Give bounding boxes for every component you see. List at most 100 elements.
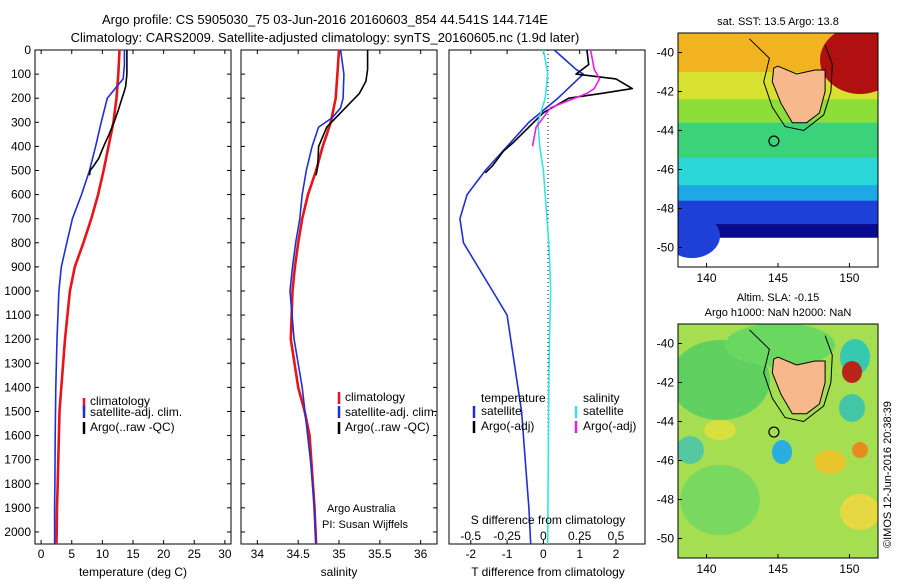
temperature-legend: climatology satellite-adj. clim. Argo(..… [82, 394, 182, 434]
x-tick-label: 5 [68, 547, 75, 561]
series-line-satellite-adj-clim [53, 50, 126, 544]
x-tick-label: 35.5 [368, 547, 392, 561]
sst-map-field [678, 33, 878, 258]
sst-map-ticks: 140 145 150 -40 -42 -44 -46 -48 -50 [657, 46, 860, 286]
depth-tick-label: 1500 [4, 404, 31, 418]
x-tick-label: -1 [502, 547, 513, 561]
difference-lines [459, 49, 634, 545]
argo-position-marker [768, 135, 780, 147]
map-x-tick-label: 150 [839, 562, 859, 576]
sla-red-eddy [842, 361, 862, 383]
map-y-tick-label: -44 [657, 415, 675, 429]
legend-label-climatology: climatology [90, 394, 150, 408]
depth-tick-label: 1900 [4, 501, 31, 515]
sla-green-region [680, 465, 760, 535]
sst-blue-patch [678, 214, 720, 258]
depth-tick-label: 1100 [5, 308, 31, 322]
x-tick-label: 25 [188, 547, 202, 561]
sla-yellow-patch [814, 450, 846, 474]
x-tick-label: 30 [218, 547, 232, 561]
map-y-tick-label: -50 [657, 241, 675, 255]
depth-tick-label: 800 [11, 236, 31, 250]
depth-tick-label: 300 [11, 115, 31, 129]
legend-title-salinity: salinity [583, 391, 620, 405]
series-line-argo-adj [484, 49, 634, 174]
s-diff-tick-label: 0.25 [568, 529, 592, 543]
difference-axes-frame [448, 49, 646, 545]
salinity-x-ticks: 34 34.5 35 35.5 36 [251, 50, 428, 561]
x-tick-label: 34 [251, 547, 265, 561]
sla-map-panel: Altim. SLA: -0.15 Argo h1000: NaN h2000:… [657, 292, 879, 576]
map-x-tick-label: 145 [768, 562, 788, 576]
series-line-satellite [537, 49, 552, 545]
map-y-tick-label: -42 [657, 376, 675, 390]
depth-tick-label: 1300 [4, 356, 31, 370]
difference-legend: temperature satellite Argo(-adj) salinit… [472, 391, 636, 433]
tasmania-contour [749, 38, 833, 132]
map-y-tick-label: -40 [657, 337, 675, 351]
annotation-pi: PI: Susan Wijffels [322, 519, 408, 531]
legend-label-t-satellite: satellite [481, 404, 522, 418]
salinity-lines [289, 49, 369, 545]
map-y-tick-label: -50 [657, 532, 675, 546]
legend-label-t-argo: Argo(-adj) [481, 419, 534, 433]
salinity-axes-frame [240, 49, 438, 545]
x-tick-label: 15 [126, 547, 140, 561]
legend-label-s-argo: Argo(-adj) [583, 419, 636, 433]
sst-map-title: sat. SST: 13.5 Argo: 13.8 [717, 16, 839, 28]
legend-label-climatology: climatology [345, 390, 405, 404]
series-line-satellite [459, 49, 585, 545]
map-x-tick-label: 150 [839, 271, 859, 285]
series-line-argo-adj [531, 49, 601, 147]
x-tick-label: 20 [157, 547, 171, 561]
depth-tick-label: 1400 [4, 380, 31, 394]
depth-tick-label: 500 [11, 163, 31, 177]
depth-tick-label: 700 [11, 212, 31, 226]
temperature-depth-ticks: 0 100 200 300 400 500 600 700 800 900 1000 1100 1200… [4, 43, 231, 539]
salinity-xlabel: salinity [321, 565, 358, 579]
map-y-tick-label: -44 [657, 124, 675, 138]
temperature-x-ticks: 0 5 10 15 20 25 30 [38, 50, 232, 561]
tasmania-contour [749, 329, 833, 423]
x-tick-label: 36 [414, 547, 428, 561]
sla-yellow-patch [704, 420, 736, 440]
legend-label-satellite: satellite-adj. clim. [345, 405, 437, 419]
temperature-lines [53, 49, 128, 545]
series-line-satellite-adj-clim [289, 49, 345, 545]
depth-tick-label: 1800 [4, 477, 31, 491]
depth-tick-label: 2000 [4, 525, 31, 539]
depth-tick-label: 1700 [4, 453, 31, 467]
header-line-1: Argo profile: CS 5905030_75 03-Jun-2016 … [102, 12, 548, 27]
legend-label-argo: Argo(..raw -QC) [90, 420, 175, 434]
x-tick-label: 10 [96, 547, 110, 561]
s-diff-tick-label: 0.5 [608, 529, 625, 543]
depth-tick-label: 200 [11, 91, 31, 105]
x-tick-label: 34.5 [286, 547, 310, 561]
depth-tick-label: 400 [11, 139, 31, 153]
map-y-tick-label: -48 [657, 493, 675, 507]
x-tick-label: 1 [576, 547, 583, 561]
x-tick-label: 0 [540, 547, 547, 561]
sla-map-subtitle: Argo h1000: NaN h2000: NaN [705, 307, 852, 319]
sst-warm-blob [820, 33, 878, 94]
map-y-tick-label: -46 [657, 163, 675, 177]
depth-tick-label: 1600 [4, 429, 31, 443]
legend-label-argo: Argo(..raw -QC) [345, 420, 430, 434]
imos-timestamp: ©IMOS 12-Jun-2016 20:38:39 [882, 401, 894, 548]
map-y-tick-label: -40 [657, 46, 675, 60]
argo-position-marker [768, 426, 780, 438]
depth-tick-label: 1000 [4, 284, 31, 298]
header-line-2: Climatology: CARS2009. Satellite-adjuste… [71, 30, 580, 45]
salinity-legend: climatology satellite-adj. clim. Argo(..… [337, 390, 437, 434]
depth-tick-label: 600 [11, 188, 31, 202]
map-x-tick-label: 140 [697, 271, 717, 285]
sla-cyan-eddy [839, 394, 865, 422]
legend-title-temperature: temperature [481, 391, 546, 405]
sla-map-field [678, 324, 878, 558]
depth-tick-label: 1200 [4, 332, 31, 346]
x-tick-label: -2 [465, 547, 476, 561]
temperature-panel: 0100200300400500600700800900100011001200… [4, 43, 232, 579]
sla-map-title: Altim. SLA: -0.15 [737, 292, 820, 304]
difference-x-ticks: -2 -1 0 1 2 -0.5 -0.25 0 0.25 0.5 [460, 50, 625, 561]
sla-cyan-eddy [678, 436, 704, 464]
